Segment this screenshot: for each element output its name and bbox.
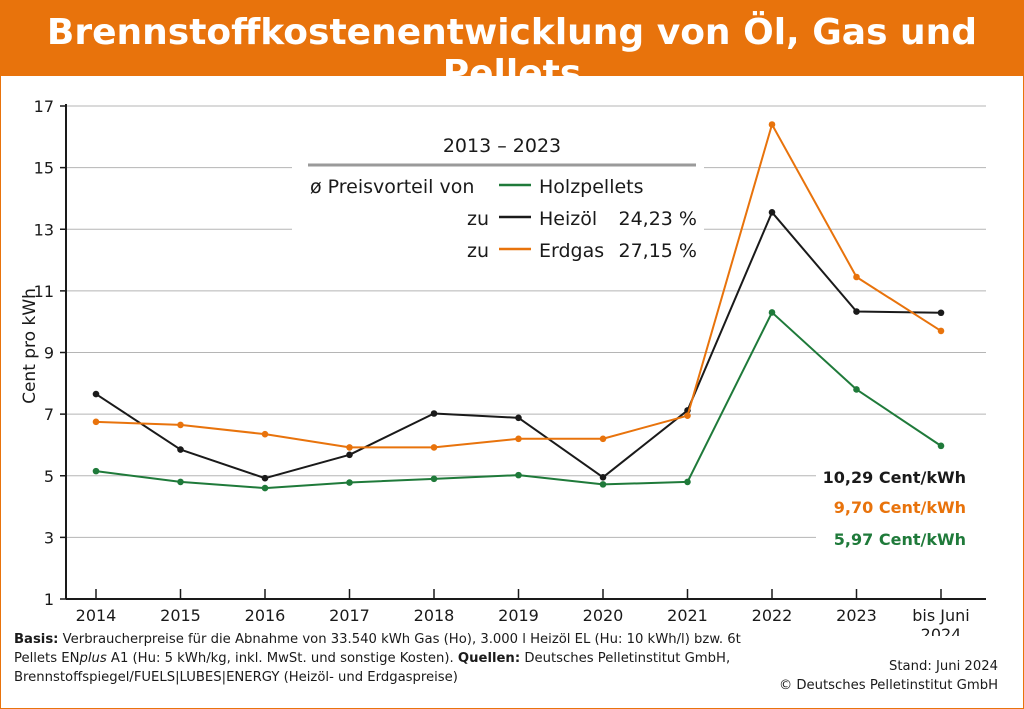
data-point-holzpellets xyxy=(684,478,691,486)
footer-line-2: Pellets ENplus A1 (Hu: 5 kWh/kg, inkl. M… xyxy=(14,649,774,668)
data-point-holzpellets xyxy=(92,467,100,475)
data-point-erdgas xyxy=(261,430,269,438)
data-point-erdgas xyxy=(853,273,860,281)
data-point-erdgas xyxy=(92,418,100,426)
legend-period: 2013 – 2023 xyxy=(443,135,561,157)
basis-text-2a: Pellets EN xyxy=(14,651,80,666)
chart-title: Brennstoffkostenentwicklung von Öl, Gas … xyxy=(46,12,978,94)
x-tick-label: 2018 xyxy=(414,606,455,625)
end-labels-background xyxy=(816,456,986,560)
data-point-erdgas xyxy=(346,444,353,451)
data-point-heizöl xyxy=(261,474,269,482)
end-label-holzpellets: 5,97 Cent/kWh xyxy=(834,530,966,549)
data-point-holzpellets xyxy=(177,478,184,486)
data-point-heizöl xyxy=(177,446,184,453)
end-label-heizoel: 10,29 Cent/kWh xyxy=(823,468,966,487)
data-point-heizöl xyxy=(346,451,353,459)
copyright-text: © Deutsches Pelletinstitut GmbH xyxy=(778,678,998,693)
data-point-erdgas xyxy=(515,435,522,443)
x-tick-label: bis Juni xyxy=(912,606,969,625)
data-point-holzpellets xyxy=(261,484,269,492)
x-tick-label: 2023 xyxy=(836,606,877,625)
x-tick-label: 2022 xyxy=(752,606,793,625)
series-line-holzpellets xyxy=(95,311,942,490)
y-tick-label: 5 xyxy=(44,467,54,486)
legend-zu-erdgas: zu xyxy=(467,240,489,262)
y-tick-label: 9 xyxy=(44,344,54,363)
data-point-erdgas xyxy=(177,421,184,429)
data-point-heizöl xyxy=(515,414,522,422)
data-point-heizöl xyxy=(92,390,100,398)
data-point-erdgas xyxy=(684,412,691,419)
basis-text-2b: plus xyxy=(79,651,107,666)
x-tick-label: 2021 xyxy=(667,606,708,625)
legend-advantage-heizoel: 24,23 % xyxy=(619,208,698,230)
footer-line-1: Basis: Verbraucherpreise für die Abnahme… xyxy=(14,630,774,649)
y-tick-label: 15 xyxy=(34,159,54,178)
legend-label-holzpellets: Holzpellets xyxy=(539,176,644,198)
data-point-holzpellets xyxy=(937,442,945,450)
x-tick-label: 2015 xyxy=(160,606,201,625)
data-point-heizöl xyxy=(853,308,860,315)
data-point-erdgas xyxy=(430,444,438,451)
data-point-erdgas xyxy=(768,121,776,128)
data-point-heizöl xyxy=(599,473,607,481)
x-tick-label: 2020 xyxy=(583,606,624,625)
basis-text-2c: A1 (Hu: 5 kWh/kg, inkl. MwSt. und sonsti… xyxy=(106,651,454,666)
legend-background xyxy=(292,122,704,282)
y-tick-label: 13 xyxy=(34,220,54,239)
data-point-holzpellets xyxy=(853,386,860,393)
data-point-holzpellets xyxy=(430,475,438,483)
footer-right: Stand: Juni 2024 © Deutsches Pelletinsti… xyxy=(779,657,998,695)
basis-label: Basis: xyxy=(14,632,59,647)
x-tick-label: 2024 xyxy=(921,625,962,636)
quellen-label: Quellen: xyxy=(457,651,521,666)
x-tick-label: 2019 xyxy=(498,606,539,625)
data-point-holzpellets xyxy=(768,309,776,316)
footer-line-3: Brennstoffspiegel/FUELS|LUBES|ENERGY (He… xyxy=(14,670,458,685)
data-point-heizöl xyxy=(430,410,438,417)
data-point-heizöl xyxy=(768,209,776,216)
y-tick-label: 11 xyxy=(34,282,54,301)
y-tick-label: 7 xyxy=(44,405,54,424)
data-point-holzpellets xyxy=(515,471,522,479)
legend-zu-heizoel: zu xyxy=(467,208,489,230)
y-tick-label: 17 xyxy=(34,97,54,116)
series-lines xyxy=(92,121,945,492)
legend-label-heizoel: Heizöl xyxy=(539,208,597,230)
legend-label-erdgas: Erdgas xyxy=(539,240,604,262)
y-axis-label: Cent pro kWh xyxy=(20,288,40,404)
data-point-erdgas xyxy=(937,327,945,335)
x-tick-label: 2016 xyxy=(245,606,286,625)
y-tick-label: 1 xyxy=(44,590,54,609)
end-label-erdgas: 9,70 Cent/kWh xyxy=(834,498,966,517)
stand-text: Stand: Juni 2024 xyxy=(888,659,998,674)
footer-notes: Basis: Verbraucherpreise für die Abnahme… xyxy=(14,630,774,687)
data-point-erdgas xyxy=(599,435,607,443)
y-tick-label: 3 xyxy=(44,528,54,547)
data-point-holzpellets xyxy=(599,481,607,488)
header-banner: Brennstoffkostenentwicklung von Öl, Gas … xyxy=(0,0,1024,94)
data-point-holzpellets xyxy=(346,479,353,486)
basis-text-1: Verbraucherpreise für die Abnahme von 33… xyxy=(62,632,741,647)
legend-advantage-erdgas: 27,15 % xyxy=(619,240,698,262)
legend-prefix: ø Preisvorteil von xyxy=(310,176,474,198)
x-tick-label: 2017 xyxy=(329,606,370,625)
x-tick-label: 2014 xyxy=(76,606,117,625)
data-point-heizöl xyxy=(937,309,945,317)
quellen-text-1: Deutsches Pelletinstitut GmbH, xyxy=(524,651,731,666)
